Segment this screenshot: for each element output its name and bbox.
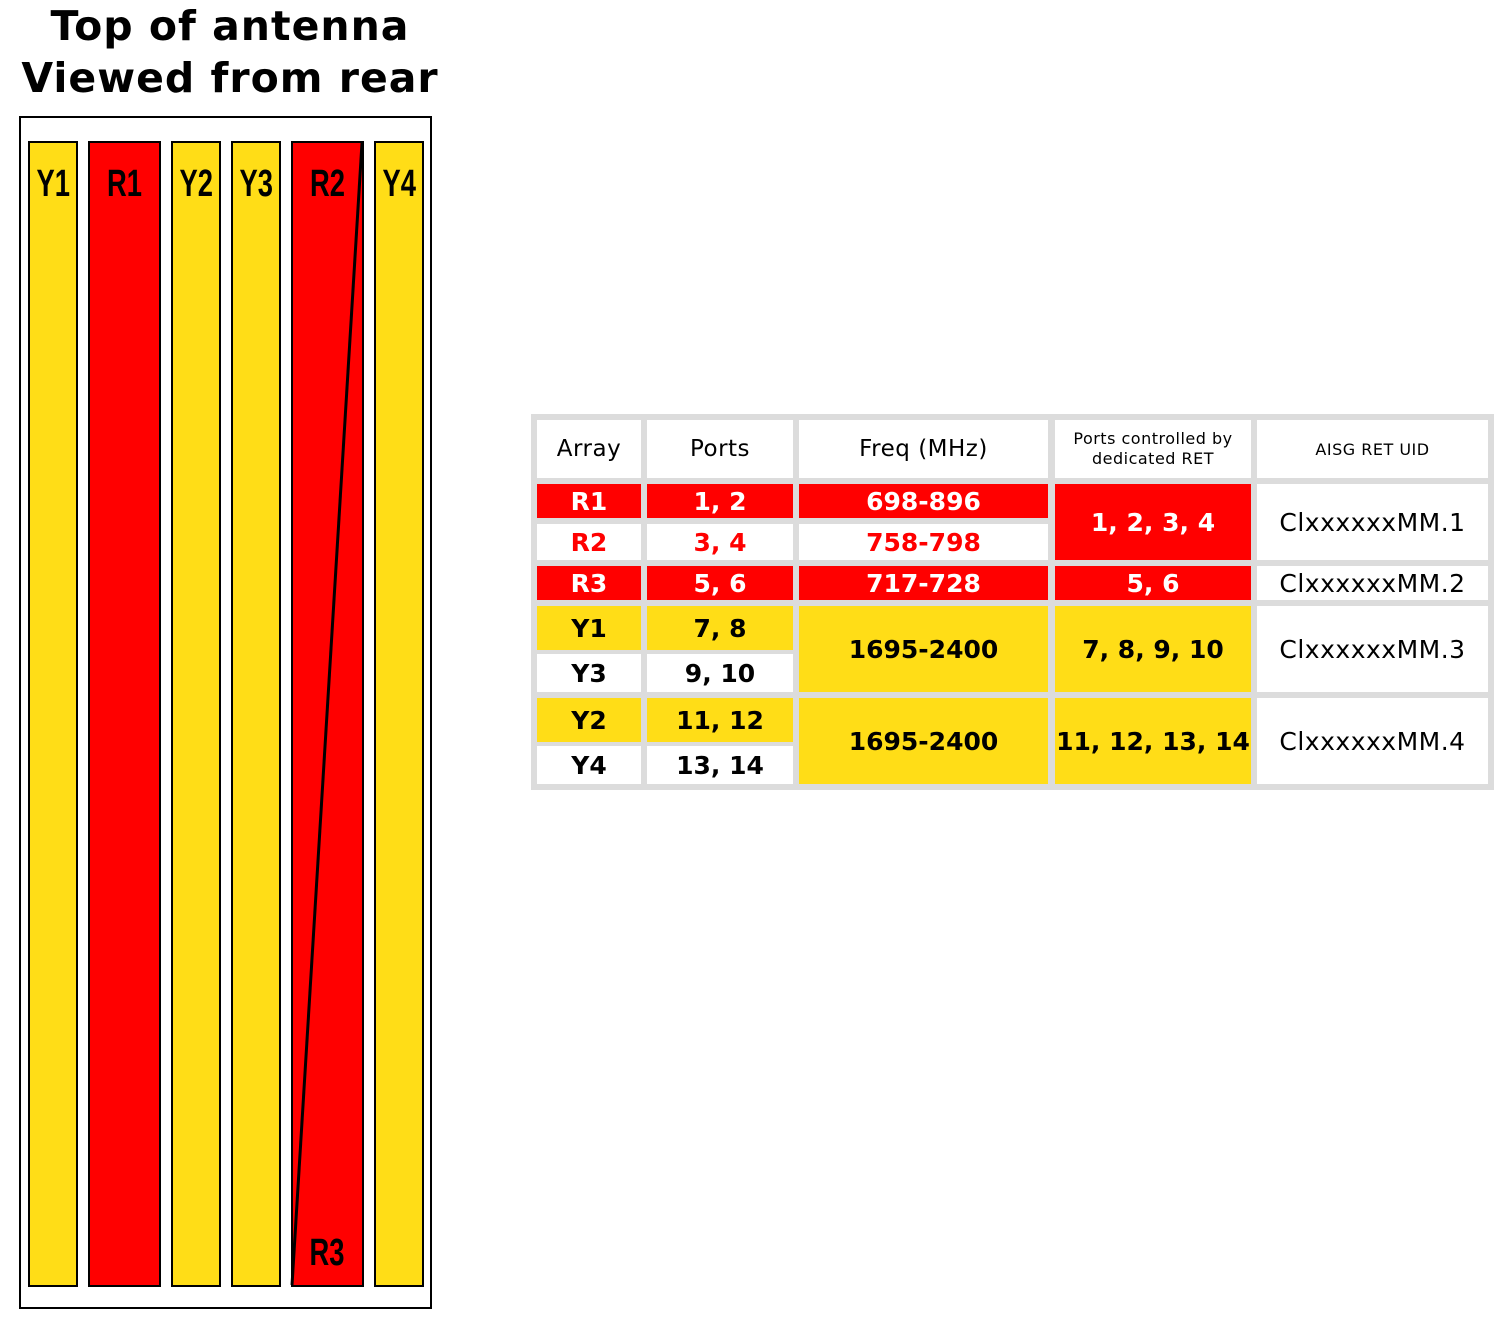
ret-group-3: 7, 8, 9, 10 [1055, 606, 1251, 692]
array-column-y1: Y1 [28, 141, 78, 1287]
freq-group-1: 1695-2400 [799, 606, 1048, 692]
title-line-1: Top of antenna [50, 2, 410, 50]
uid-group-4: ClxxxxxxMM.4 [1257, 698, 1488, 784]
header-freq: Freq (MHz) [799, 420, 1048, 478]
row-r3-ports: 5, 6 [647, 566, 793, 600]
array-column-y4: Y4 [374, 141, 424, 1287]
row-y4-array: Y4 [537, 746, 641, 784]
row-y3-ports: 9, 10 [647, 654, 793, 692]
column-label: Y3 [239, 163, 273, 205]
row-y1-ports: 7, 8 [647, 606, 793, 650]
array-column-r1: R1 [88, 141, 161, 1287]
row-y2-array: Y2 [537, 698, 641, 742]
column-label: R1 [107, 163, 142, 205]
row-y4-ports: 13, 14 [647, 746, 793, 784]
row-r1-ports: 1, 2 [647, 484, 793, 518]
header-array: Array [537, 420, 641, 478]
freq-group-2: 1695-2400 [799, 698, 1048, 784]
row-y1-array: Y1 [537, 606, 641, 650]
row-y2-ports: 11, 12 [647, 698, 793, 742]
row-r2-ports: 3, 4 [647, 524, 793, 560]
uid-group-2: ClxxxxxxMM.2 [1257, 566, 1488, 600]
column-label: Y1 [36, 163, 70, 205]
column-label-r3: R3 [309, 1232, 345, 1274]
array-column-y2: Y2 [171, 141, 221, 1287]
header-ports: Ports [647, 420, 793, 478]
column-label: R2 [310, 163, 345, 205]
uid-group-1: ClxxxxxxMM.1 [1257, 484, 1488, 560]
column-label: Y4 [382, 163, 416, 205]
array-column-r2: R2 [291, 141, 364, 1287]
header-ret: Ports controlled by dedicated RET [1055, 420, 1251, 478]
antenna-frame [19, 116, 432, 1309]
row-y3-array: Y3 [537, 654, 641, 692]
row-r2-freq: 758-798 [799, 524, 1048, 560]
column-label: Y2 [179, 163, 213, 205]
ret-group-4: 11, 12, 13, 14 [1055, 698, 1251, 784]
row-r3-array: R3 [537, 566, 641, 600]
diagram-title: Top of antenna Viewed from rear [0, 0, 460, 104]
title-line-2: Viewed from rear [21, 54, 439, 102]
ret-group-2: 5, 6 [1055, 566, 1251, 600]
row-r3-freq: 717-728 [799, 566, 1048, 600]
row-r1-array: R1 [537, 484, 641, 518]
ret-group-1: 1, 2, 3, 4 [1055, 484, 1251, 560]
header-uid: AISG RET UID [1257, 420, 1488, 478]
row-r1-freq: 698-896 [799, 484, 1048, 518]
row-r2-array: R2 [537, 524, 641, 560]
uid-group-3: ClxxxxxxMM.3 [1257, 606, 1488, 692]
array-column-y3: Y3 [231, 141, 281, 1287]
port-table: Array Ports Freq (MHz) Ports controlled … [531, 414, 1494, 790]
